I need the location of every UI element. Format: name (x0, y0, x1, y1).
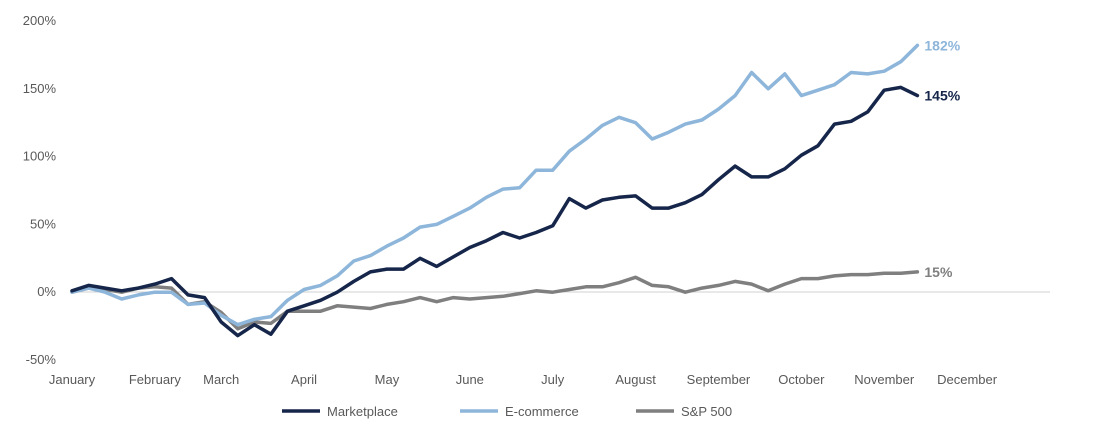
y-tick-label: 100% (23, 149, 57, 164)
x-tick-label-september: September (687, 372, 751, 387)
y-tick-label: 200% (23, 13, 57, 28)
x-tick-label-august: August (615, 372, 656, 387)
end-label-e-commerce: 182% (924, 37, 960, 53)
y-axis-ticks: -50% 0% 50% 100% 150% 200% (23, 13, 57, 367)
legend-label-marketplace: Marketplace (327, 404, 398, 419)
x-tick-label-february: February (129, 372, 182, 387)
legend-label-s-p-500: S&P 500 (681, 404, 732, 419)
series-line-marketplace (70, 85, 920, 338)
y-tick-label: 150% (23, 81, 57, 96)
x-tick-label-january: January (49, 372, 96, 387)
x-tick-label-december: December (937, 372, 998, 387)
y-tick-label: 0% (37, 284, 56, 299)
x-tick-label-may: May (375, 372, 400, 387)
y-tick-label: -50% (26, 352, 57, 367)
x-tick-label-july: July (541, 372, 565, 387)
x-tick-label-june: June (456, 372, 484, 387)
x-tick-label-october: October (778, 372, 825, 387)
y-tick-label: 50% (30, 216, 56, 231)
end-label-marketplace: 145% (924, 88, 960, 104)
legend: Marketplace E-commerce S&P 500 (282, 404, 732, 419)
end-label-s-p-500: 15% (924, 264, 953, 280)
legend-label-e-commerce: E-commerce (505, 404, 579, 419)
series-line-s-p-500 (70, 270, 920, 331)
series-lines (70, 43, 920, 338)
x-tick-label-november: November (854, 372, 915, 387)
end-labels: 145% 182% 15% (924, 37, 960, 279)
x-axis-ticks: January February March April May June July Augu… (49, 372, 998, 387)
x-tick-label-april: April (291, 372, 317, 387)
x-tick-label-march: March (203, 372, 239, 387)
